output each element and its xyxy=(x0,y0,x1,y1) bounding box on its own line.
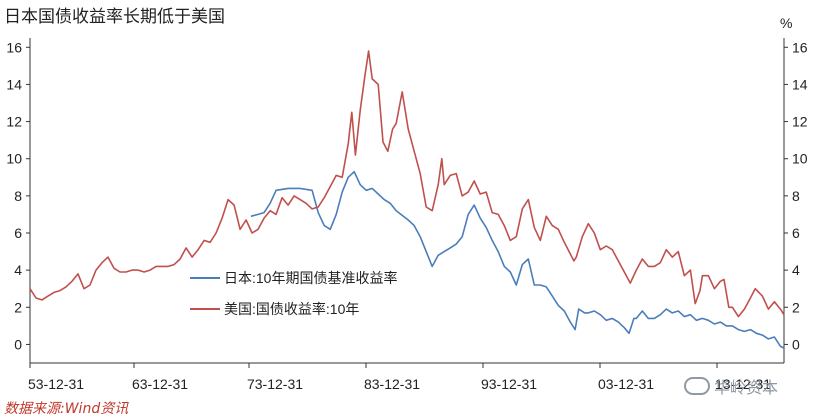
y-tick-label-left: 8 xyxy=(14,188,22,204)
y-unit-label: % xyxy=(780,15,792,31)
x-tick-label: 73-12-31 xyxy=(247,376,303,392)
x-tick-label: 63-12-31 xyxy=(132,376,188,392)
y-tick-label-right: 10 xyxy=(792,151,808,167)
y-tick-label-right: 2 xyxy=(792,299,800,315)
chart-title: 日本国债收益率长期低于美国 xyxy=(4,7,225,27)
x-tick-label: 03-12-31 xyxy=(598,376,654,392)
y-tick-label-left: 12 xyxy=(6,114,22,130)
y-tick-label-right: 16 xyxy=(792,39,808,55)
watermark: 华岭资本 xyxy=(684,374,778,398)
y-tick-label-left: 4 xyxy=(14,262,22,278)
x-tick-label: 53-12-31 xyxy=(28,376,84,392)
y-tick-label-right: 8 xyxy=(792,188,800,204)
y-tick-label-left: 6 xyxy=(14,225,22,241)
y-tick-label-right: 6 xyxy=(792,225,800,241)
y-tick-label-right: 4 xyxy=(792,262,800,278)
y-tick-label-left: 10 xyxy=(6,151,22,167)
y-tick-label-right: 12 xyxy=(792,114,808,130)
x-tick-label: 13-12-31 xyxy=(715,376,771,392)
x-tick-label: 83-12-31 xyxy=(364,376,420,392)
y-tick-label-right: 14 xyxy=(792,76,808,92)
chart-axes: 0 0 2 2 4 4 6 6 8 8 10 10 12 12 14 14 16 16% 53-12-31 63-12… xyxy=(6,15,807,392)
legend-label-0: 日本:10年期国债基准收益率 xyxy=(224,270,397,286)
y-tick-label-left: 2 xyxy=(14,299,22,315)
data-source-note: 数据来源:Wind资讯 xyxy=(4,401,129,417)
watermark-text: 华岭资本 xyxy=(714,378,779,397)
y-tick-label-left: 0 xyxy=(14,336,22,352)
y-tick-label-left: 16 xyxy=(6,39,22,55)
wechat-icon xyxy=(684,377,710,395)
y-tick-label-left: 14 xyxy=(6,76,22,92)
legend-label-1: 美国:国债收益率:10年 xyxy=(224,301,359,317)
y-tick-label-right: 0 xyxy=(792,336,800,352)
x-tick-label: 93-12-31 xyxy=(481,376,537,392)
series-line-0 xyxy=(250,170,785,349)
chart-lines xyxy=(29,50,785,349)
series-line-1 xyxy=(29,50,785,318)
